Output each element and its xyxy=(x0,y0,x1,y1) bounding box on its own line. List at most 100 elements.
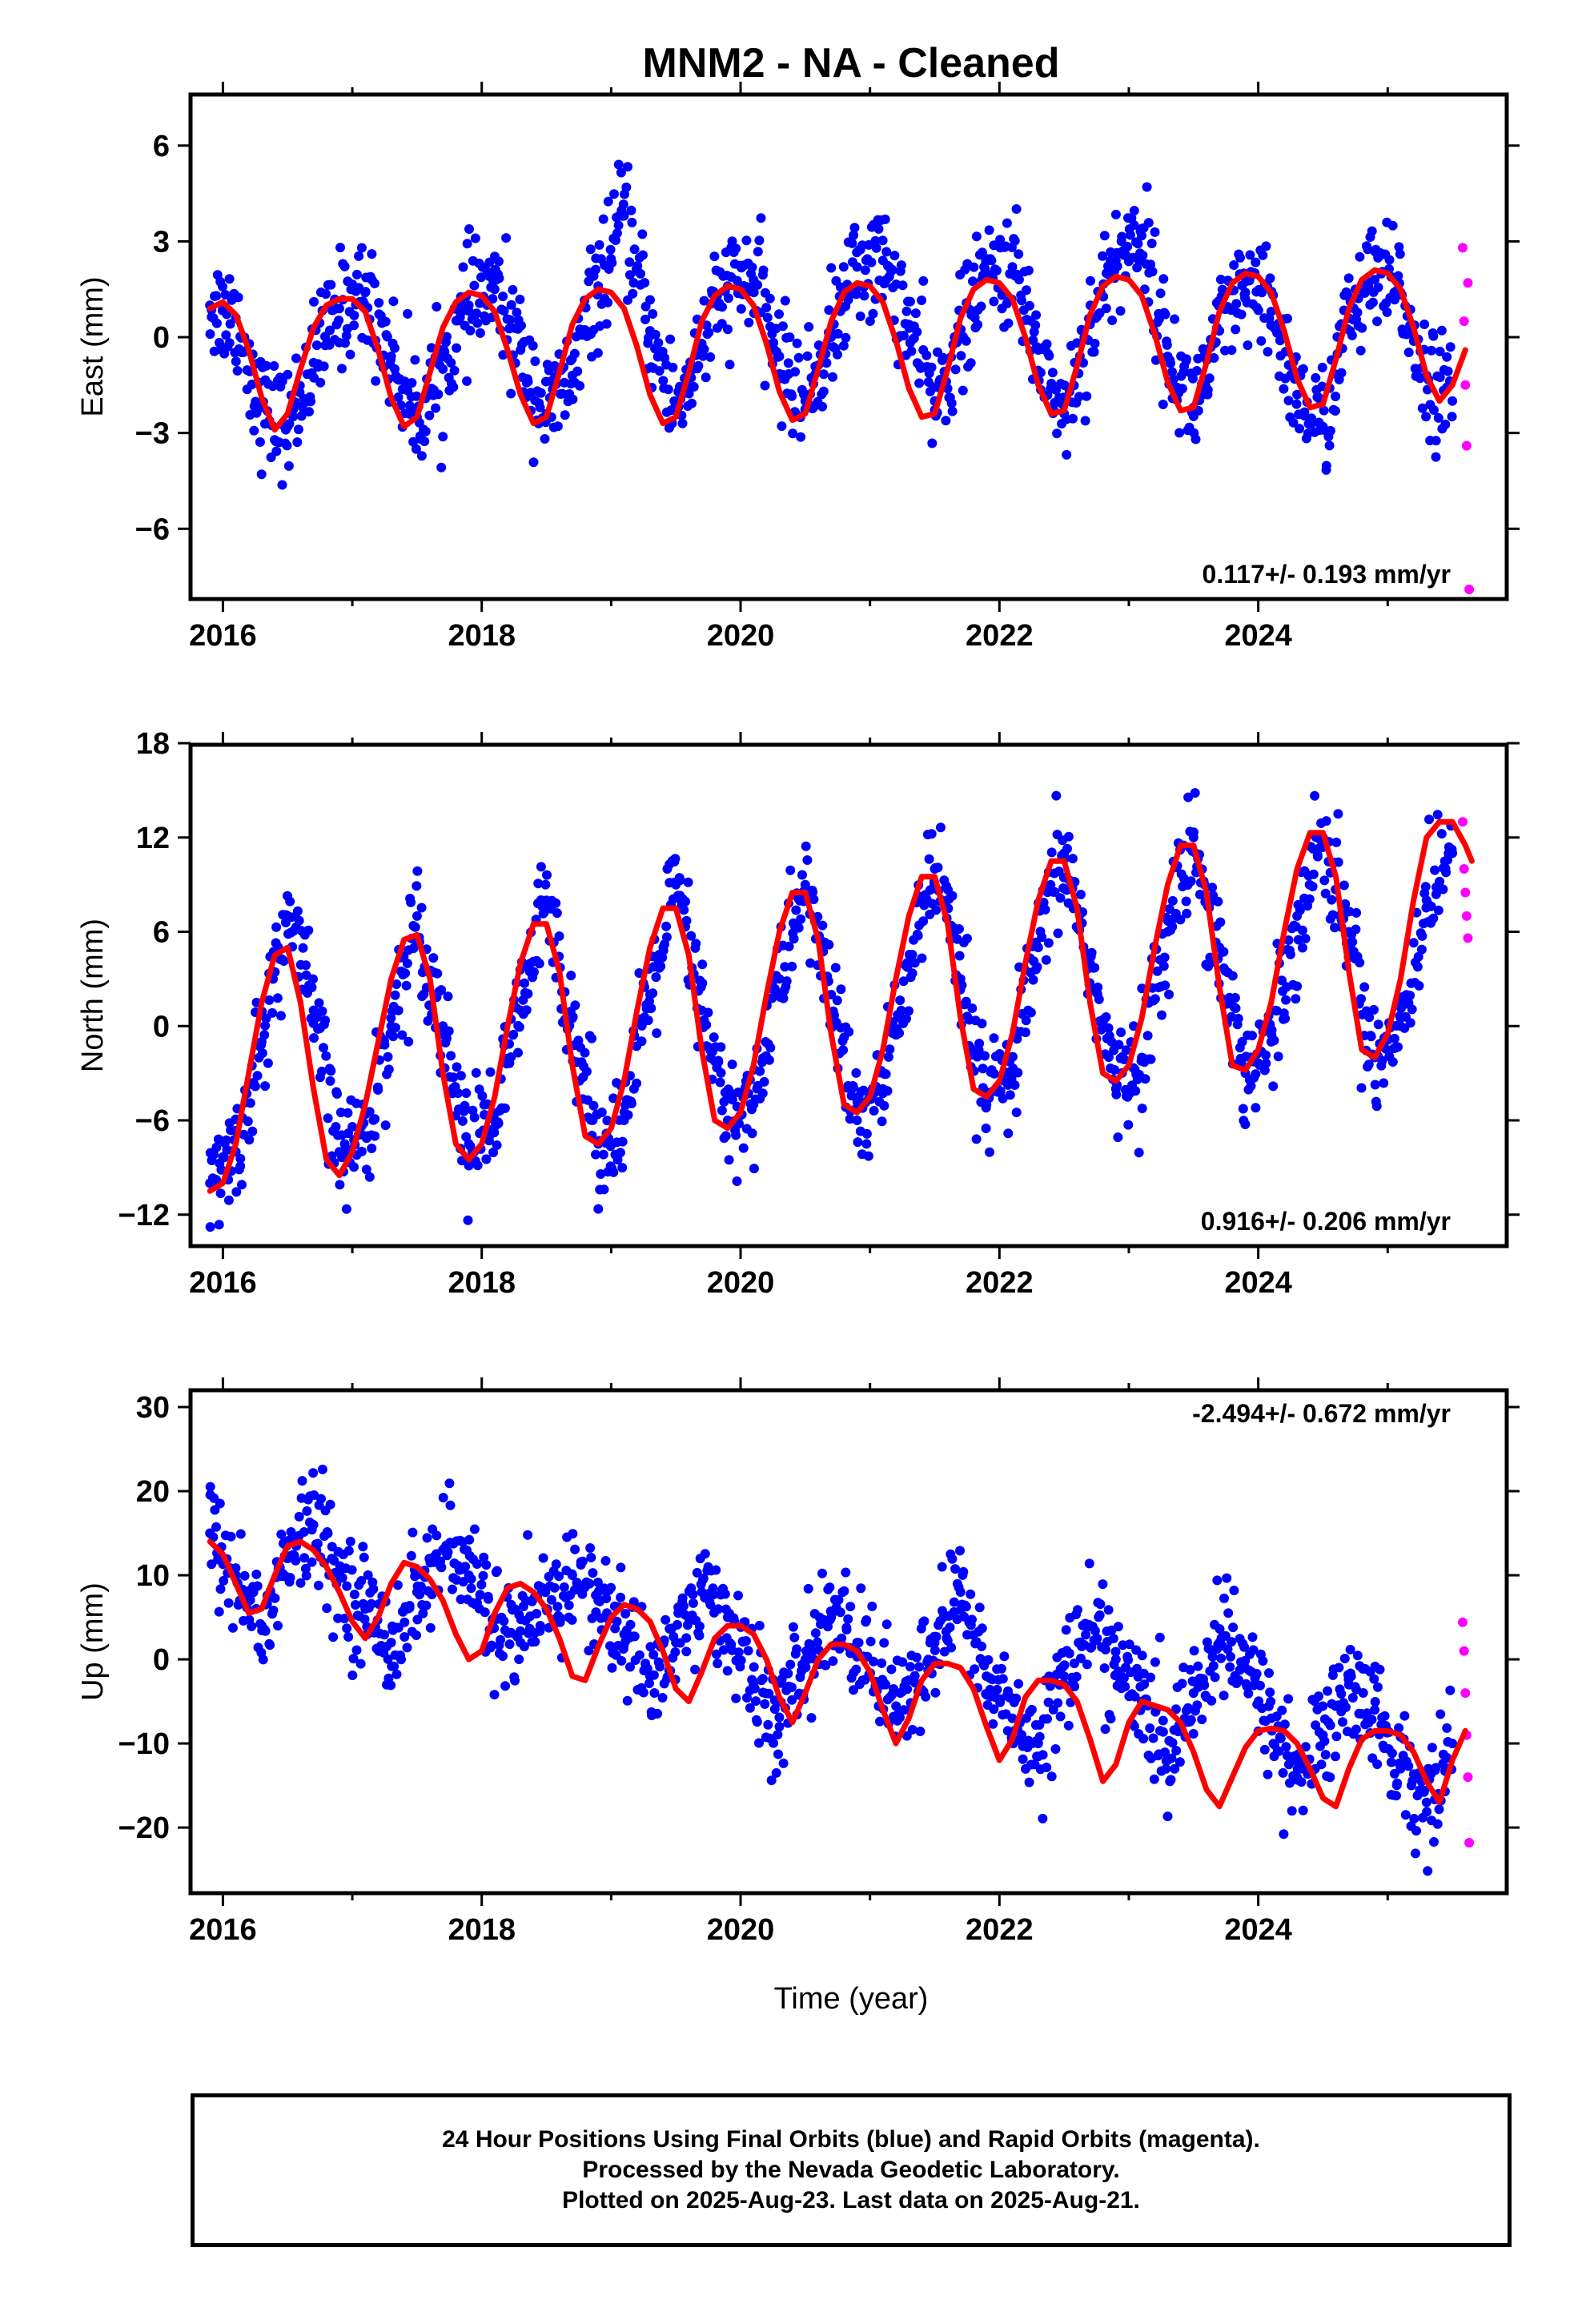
data-point xyxy=(335,1180,345,1190)
east-rate-annotation: 0.117+/- 0.193 mm/yr xyxy=(1203,560,1451,589)
data-point xyxy=(489,1116,500,1125)
data-point xyxy=(851,1664,861,1675)
x-tick-label: 2016 xyxy=(189,619,257,653)
data-point xyxy=(1155,288,1166,299)
caption-line-2: Processed by the Nevada Geodetic Laborat… xyxy=(582,2157,1120,2183)
data-point xyxy=(1387,220,1398,231)
data-point xyxy=(977,1623,987,1634)
data-point xyxy=(1283,396,1294,406)
data-point xyxy=(299,1527,309,1537)
data-point xyxy=(374,298,384,308)
data-point xyxy=(724,1155,734,1165)
data-point xyxy=(1113,1132,1123,1143)
data-point xyxy=(904,320,914,330)
data-point xyxy=(1357,323,1367,333)
data-point xyxy=(1161,1763,1171,1774)
data-point xyxy=(954,924,964,934)
data-point xyxy=(1229,1586,1239,1595)
data-point xyxy=(873,223,884,234)
data-point xyxy=(1435,346,1445,356)
data-point xyxy=(1014,249,1024,259)
data-point xyxy=(1240,287,1251,298)
data-point xyxy=(1171,1746,1182,1755)
data-point xyxy=(593,1204,604,1214)
data-point xyxy=(976,301,986,312)
data-point xyxy=(1042,339,1052,349)
data-point xyxy=(1411,1826,1421,1836)
data-point xyxy=(386,1638,396,1648)
data-point xyxy=(688,1590,698,1599)
data-point xyxy=(1133,239,1143,249)
data-point xyxy=(1392,1778,1403,1788)
data-point xyxy=(1426,345,1436,356)
data-point xyxy=(889,251,900,261)
data-point xyxy=(1033,1739,1043,1749)
x-tick-label: 2020 xyxy=(707,1266,775,1300)
data-point xyxy=(513,1047,523,1058)
data-point xyxy=(285,896,295,907)
data-point xyxy=(551,1559,561,1570)
data-point xyxy=(1258,250,1268,260)
data-point xyxy=(1208,1661,1219,1671)
data-point xyxy=(265,1640,275,1651)
data-point xyxy=(877,1116,887,1127)
data-point xyxy=(1417,931,1427,941)
data-point xyxy=(483,1591,493,1602)
data-point xyxy=(612,228,622,239)
data-point xyxy=(569,348,580,359)
data-point xyxy=(593,1595,604,1606)
data-point xyxy=(838,1045,849,1055)
data-point xyxy=(383,1064,394,1075)
x-tick-label: 2020 xyxy=(707,619,775,653)
data-point xyxy=(897,280,908,291)
data-point xyxy=(751,1696,761,1707)
data-point xyxy=(1192,1700,1203,1711)
data-point xyxy=(328,1632,339,1642)
data-point xyxy=(231,1563,241,1574)
data-point xyxy=(1217,284,1227,295)
data-point xyxy=(616,1562,626,1573)
data-point xyxy=(479,1552,489,1562)
data-point xyxy=(1359,982,1370,992)
data-point xyxy=(1028,975,1038,985)
data-point xyxy=(1355,345,1366,356)
data-point xyxy=(1210,1672,1220,1683)
data-point xyxy=(1167,895,1178,906)
data-point xyxy=(425,1622,436,1633)
data-point xyxy=(247,1126,258,1136)
data-point xyxy=(1403,1761,1414,1771)
data-point xyxy=(793,352,804,363)
data-point xyxy=(1356,994,1366,1004)
data-point xyxy=(796,432,806,442)
data-point xyxy=(802,855,813,865)
data-point xyxy=(877,1679,888,1690)
data-point xyxy=(478,1570,488,1581)
data-point xyxy=(577,1556,588,1566)
data-point xyxy=(966,358,976,368)
data-point xyxy=(1423,1866,1433,1876)
data-point xyxy=(1412,962,1423,972)
data-point xyxy=(1373,282,1383,292)
data-point xyxy=(1182,1703,1193,1713)
data-point xyxy=(881,1619,892,1630)
y-tick-label: 20 xyxy=(136,1475,170,1509)
data-point xyxy=(303,925,314,935)
data-point xyxy=(1131,1645,1142,1655)
data-point xyxy=(1319,405,1329,416)
data-point xyxy=(215,1188,226,1199)
data-point xyxy=(1283,1694,1294,1704)
data-point xyxy=(438,1493,448,1503)
data-point xyxy=(373,1085,383,1095)
data-point xyxy=(1422,1807,1432,1817)
data-point xyxy=(282,440,292,451)
data-point xyxy=(307,1557,317,1567)
data-point xyxy=(269,361,279,371)
data-point xyxy=(995,235,1006,245)
up-frame xyxy=(188,1388,1509,1896)
data-point xyxy=(907,1724,917,1735)
data-point xyxy=(481,1154,492,1164)
data-point xyxy=(1428,913,1439,923)
data-point xyxy=(360,287,371,298)
data-point xyxy=(592,1578,603,1587)
data-point xyxy=(221,330,231,340)
